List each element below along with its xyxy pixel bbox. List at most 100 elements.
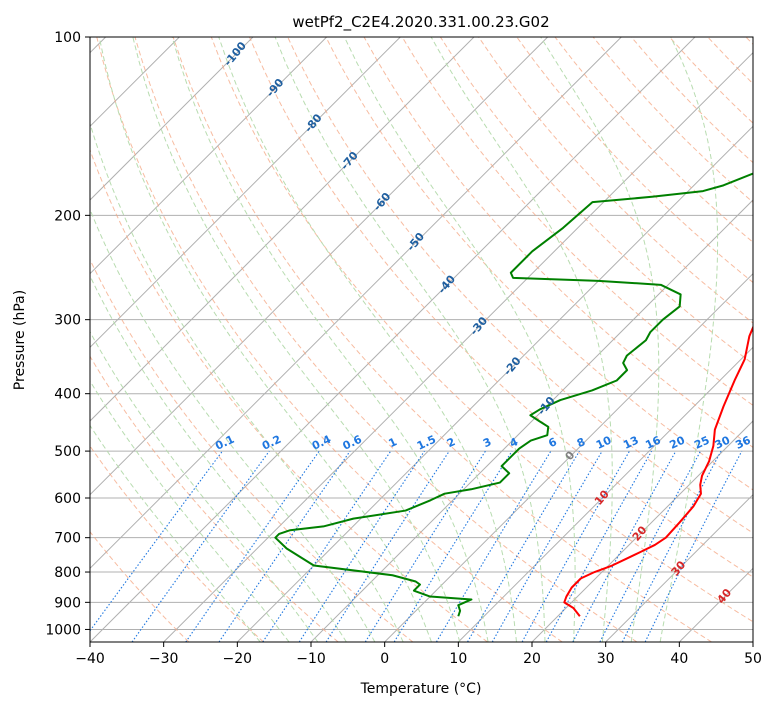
mixing-ratio-line	[325, 450, 450, 642]
y-tick-label: 500	[54, 444, 81, 460]
mixing-ratio-label: 0.1	[213, 433, 236, 453]
isotherm-line	[163, 51, 753, 642]
mixing-ratio-label: 1.5	[415, 433, 438, 453]
moist-adiabat-line	[659, 37, 719, 642]
dry-adiabat-line	[554, 37, 753, 243]
moist-adiabat-line	[90, 121, 404, 642]
mixing-ratio-label: 6	[546, 435, 559, 450]
moist-adiabat-line	[90, 274, 347, 642]
dry-adiabat-line	[172, 37, 712, 642]
isotherm-line	[90, 37, 328, 275]
y-tick-label: 800	[54, 565, 81, 581]
mixing-ratio-line	[435, 450, 552, 642]
grid-layer	[90, 37, 753, 642]
isotherm-line	[90, 37, 549, 496]
isotherm-line	[752, 641, 753, 642]
isotherm-line	[90, 37, 401, 349]
mixing-ratio-line	[393, 450, 513, 642]
mixing-ratio-line	[521, 450, 630, 642]
y-tick-label: 600	[54, 491, 81, 507]
mixing-ratio-line	[467, 450, 580, 642]
x-tick-label: −10	[296, 651, 326, 667]
isotherm-line	[236, 125, 753, 642]
isotherm-line	[90, 37, 622, 570]
mixing-ratio-line	[364, 450, 486, 642]
dry-adiabat-line	[478, 37, 753, 324]
mixing-ratio-line	[131, 450, 270, 642]
moist-adiabat-line	[171, 37, 489, 642]
mixing-ratio-label: 3	[481, 435, 493, 450]
mixing-ratio-line	[90, 450, 223, 632]
moist-adiabat-line	[90, 208, 376, 642]
mixing-ratio-label: 20	[668, 433, 688, 451]
dry-adiabat-line	[439, 37, 753, 365]
isotherm-line	[531, 420, 753, 642]
dry-adiabat-line	[90, 531, 190, 642]
dry-adiabat-line	[707, 37, 753, 85]
x-tick-label: −30	[149, 651, 179, 667]
mixing-ratio-line	[621, 450, 722, 642]
moist-adiabat-line	[274, 37, 546, 642]
mixing-ratio-label: 30	[713, 433, 733, 451]
dry-adiabat-line	[287, 37, 753, 534]
mixing-ratio-line	[572, 450, 677, 642]
y-tick-label: 700	[54, 531, 81, 547]
mixing-ratio-line	[262, 450, 392, 642]
annotation-layer: 0.1 0.2 0.4 0.6 1 1.5 2 3 4 6 8 10 13 16 20 25 30 36-100-…	[213, 39, 753, 606]
mixing-ratio-line	[644, 450, 743, 642]
mixing-ratio-label: 13	[621, 434, 640, 452]
dewpoint-profile-line	[274, 172, 753, 617]
isotherm-line	[384, 272, 753, 642]
moist-adiabat-line	[343, 37, 576, 642]
isotherm-line	[457, 346, 753, 642]
y-tick-label: 300	[54, 313, 81, 329]
y-tick-label: 1000	[45, 622, 81, 638]
dry-adiabat-line	[325, 37, 753, 491]
isotherm-line	[678, 567, 753, 642]
plot-frame	[89, 36, 754, 643]
mixing-ratio-label: 10	[594, 433, 614, 451]
dry-adiabat-line	[745, 37, 753, 45]
dry-adiabat-line	[516, 37, 753, 284]
x-tick-label: 40	[670, 651, 688, 667]
moist-adiabat-line	[540, 37, 660, 642]
dry-adiabat-line	[669, 37, 753, 124]
x-tick-label: 20	[523, 651, 541, 667]
mixing-ratio-line	[185, 450, 320, 642]
mixing-ratio-label: 0.6	[341, 433, 364, 453]
y-tick-label: 400	[54, 387, 81, 403]
mixing-ratio-label: 36	[733, 433, 753, 451]
dry-adiabat-line	[363, 37, 753, 448]
dry-adiabat-line	[134, 37, 638, 642]
moist-adiabat-line	[90, 330, 319, 642]
mixing-ratio-label: 25	[692, 434, 711, 452]
series-layer	[274, 172, 753, 617]
mixing-ratio-line	[298, 450, 425, 642]
mixing-ratio-line	[218, 450, 351, 642]
moist-adiabat-line	[430, 37, 613, 642]
dry-adiabat-line	[210, 37, 753, 623]
moist-adiabat-line	[218, 37, 518, 642]
dry-adiabat-line	[96, 37, 563, 642]
x-tick-label: −20	[223, 651, 253, 667]
isotherm-line	[605, 493, 753, 642]
isotherm-line	[310, 199, 753, 642]
x-tick-label: 50	[744, 651, 762, 667]
x-tick-label: 0	[380, 651, 389, 667]
x-tick-label: 10	[449, 651, 467, 667]
y-tick-label: 200	[54, 208, 81, 224]
axes-ticks: −40 −30 −20 −10 0 10 20 30 40 50 1000 900 800 700 600 5…	[45, 30, 762, 667]
dry-adiabat-line	[90, 148, 488, 642]
y-tick-label: 900	[54, 595, 81, 611]
temperature-profile-line	[563, 324, 753, 617]
mixing-ratio-label: 16	[643, 433, 663, 451]
x-tick-label: 30	[597, 651, 615, 667]
mixing-ratio-label: 8	[575, 435, 587, 450]
mixing-ratio-label: 0.2	[260, 433, 283, 453]
y-tick-label: 100	[54, 30, 81, 46]
moist-adiabat-line	[132, 37, 461, 642]
mixing-ratio-label: 1	[387, 435, 399, 450]
chart-title: wetPf2_C2E4.2020.331.00.23.G02	[292, 13, 549, 32]
moist-adiabat-line	[98, 37, 432, 642]
